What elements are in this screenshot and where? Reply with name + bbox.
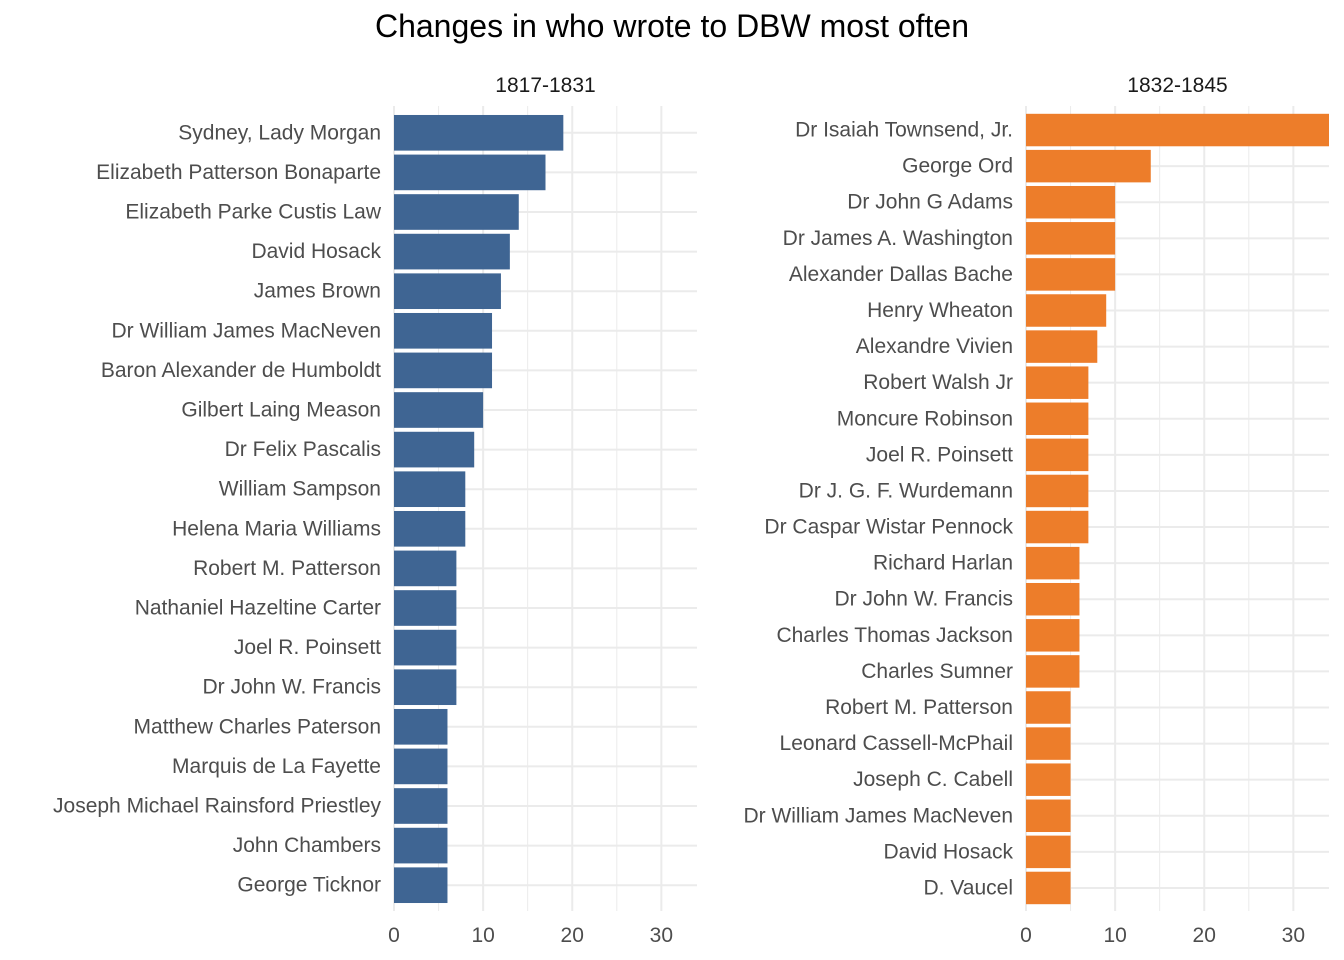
category-label: Henry Wheaton bbox=[867, 299, 1013, 322]
bar bbox=[1026, 113, 1329, 147]
bar bbox=[1026, 222, 1116, 255]
category-label: Charles Thomas Jackson bbox=[776, 624, 1013, 647]
bar bbox=[394, 867, 448, 904]
bar bbox=[1026, 835, 1071, 869]
bar bbox=[394, 194, 519, 230]
category-label: George Ticknor bbox=[237, 874, 381, 897]
category-label: Elizabeth Parke Custis Law bbox=[125, 201, 381, 224]
bar bbox=[1026, 763, 1071, 796]
category-label: Dr Felix Pascalis bbox=[225, 438, 381, 461]
category-label: Baron Alexander de Humboldt bbox=[101, 359, 381, 382]
category-label: Joel R. Poinsett bbox=[866, 443, 1013, 466]
category-label: Dr Caspar Wistar Pennock bbox=[764, 516, 1013, 539]
panel-1817-1831: Sydney, Lady Morgan Elizabeth Patterson B… bbox=[53, 74, 697, 947]
bar bbox=[394, 312, 493, 349]
bar bbox=[1026, 727, 1071, 760]
category-label: James Brown bbox=[254, 280, 381, 303]
category-label: D. Vaucel bbox=[924, 876, 1014, 899]
category-label: Elizabeth Patterson Bonaparte bbox=[96, 161, 381, 184]
category-label: William Sampson bbox=[219, 478, 381, 501]
category-label: Alexandre Vivien bbox=[856, 335, 1013, 358]
category-label: Robert Walsh Jr bbox=[863, 371, 1013, 394]
bar bbox=[394, 827, 448, 864]
category-label: Dr John W. Francis bbox=[202, 676, 381, 699]
category-label: David Hosack bbox=[251, 240, 381, 263]
category-label: Robert M. Patterson bbox=[825, 696, 1013, 719]
x-tick-label: 0 bbox=[1020, 924, 1032, 947]
bar bbox=[394, 748, 448, 785]
category-label: Dr J. G. F. Wurdemann bbox=[799, 479, 1013, 502]
bar bbox=[394, 550, 457, 587]
bar bbox=[394, 233, 510, 270]
category-label: Matthew Charles Paterson bbox=[134, 715, 381, 738]
facet-title: 1832-1845 bbox=[1127, 74, 1227, 97]
category-label: George Ord bbox=[902, 155, 1013, 178]
bar bbox=[394, 708, 448, 745]
bar bbox=[394, 590, 457, 626]
category-label: Dr William James MacNeven bbox=[743, 804, 1013, 827]
category-label: Marquis de La Fayette bbox=[172, 755, 381, 778]
chart-title: Changes in who wrote to DBW most often bbox=[374, 8, 970, 44]
bar bbox=[394, 629, 457, 666]
bar bbox=[1026, 546, 1080, 580]
bar bbox=[1026, 474, 1089, 508]
facet-title: 1817-1831 bbox=[495, 74, 595, 97]
x-tick-label: 10 bbox=[1103, 924, 1126, 947]
bar bbox=[1026, 691, 1071, 724]
category-label: Dr James A. Washington bbox=[783, 227, 1013, 250]
bar bbox=[394, 510, 466, 547]
category-label: Charles Sumner bbox=[861, 660, 1013, 683]
bar bbox=[1026, 871, 1071, 905]
category-label: Sydney, Lady Morgan bbox=[178, 121, 381, 144]
category-label: Leonard Cassell-McPhail bbox=[780, 732, 1013, 755]
bar bbox=[1026, 402, 1089, 436]
bar bbox=[394, 154, 546, 191]
bar bbox=[1026, 582, 1080, 616]
category-label: Helena Maria Williams bbox=[172, 517, 381, 540]
category-label: Dr John W. Francis bbox=[834, 588, 1013, 611]
bar bbox=[394, 273, 501, 310]
bar bbox=[1026, 294, 1107, 327]
category-label: Richard Harlan bbox=[873, 552, 1013, 575]
bar bbox=[1026, 185, 1116, 219]
bar bbox=[394, 788, 448, 824]
category-label: John Chambers bbox=[233, 834, 381, 857]
category-label: Joseph C. Cabell bbox=[853, 768, 1013, 791]
bar bbox=[1026, 258, 1116, 291]
category-label: Dr William James MacNeven bbox=[111, 319, 381, 342]
bar bbox=[394, 114, 564, 151]
bar bbox=[1026, 510, 1089, 544]
category-label: Alexander Dallas Bache bbox=[789, 263, 1013, 286]
x-tick-label: 30 bbox=[1282, 924, 1305, 947]
bar bbox=[394, 392, 484, 428]
category-label: Joel R. Poinsett bbox=[234, 636, 381, 659]
bar bbox=[1026, 330, 1098, 363]
x-tick-label: 20 bbox=[561, 924, 584, 947]
x-tick-label: 0 bbox=[388, 924, 400, 947]
x-tick-label: 10 bbox=[471, 924, 494, 947]
bar bbox=[1026, 799, 1071, 833]
bar bbox=[394, 669, 457, 706]
bar bbox=[1026, 366, 1089, 399]
bar bbox=[394, 471, 466, 508]
bar bbox=[1026, 149, 1151, 183]
bar bbox=[394, 352, 493, 389]
bar bbox=[1026, 655, 1080, 688]
bar bbox=[1026, 438, 1089, 472]
x-tick-label: 30 bbox=[650, 924, 673, 947]
category-label: Dr John G Adams bbox=[847, 191, 1013, 214]
bar bbox=[1026, 619, 1080, 652]
bar bbox=[394, 431, 475, 468]
category-label: Joseph Michael Rainsford Priestley bbox=[53, 795, 381, 818]
category-label: Nathaniel Hazeltine Carter bbox=[135, 597, 381, 620]
x-tick-label: 20 bbox=[1193, 924, 1216, 947]
category-label: Gilbert Laing Meason bbox=[181, 399, 381, 422]
category-label: Dr Isaiah Townsend, Jr. bbox=[795, 119, 1013, 142]
panel-1832-1845: Dr Isaiah Townsend, Jr. George Ord Dr John… bbox=[743, 74, 1329, 947]
category-label: Robert M. Patterson bbox=[193, 557, 381, 580]
category-label: David Hosack bbox=[883, 840, 1013, 863]
category-label: Moncure Robinson bbox=[837, 407, 1013, 430]
